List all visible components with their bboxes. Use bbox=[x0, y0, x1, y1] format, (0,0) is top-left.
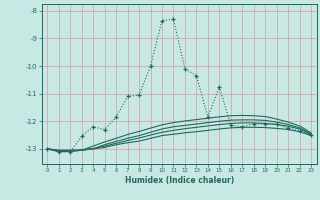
X-axis label: Humidex (Indice chaleur): Humidex (Indice chaleur) bbox=[124, 176, 234, 185]
